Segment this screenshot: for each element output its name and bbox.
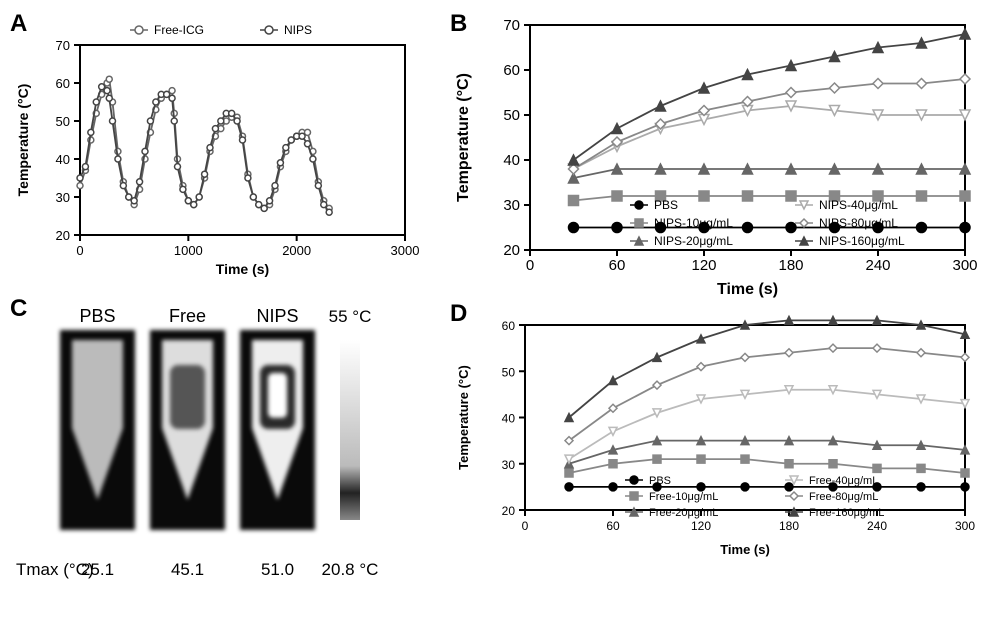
svg-text:PBS: PBS	[79, 306, 115, 326]
panel-b: B 060120180240300203040506070Time (s)Tem…	[450, 10, 990, 290]
svg-text:60: 60	[502, 319, 516, 333]
svg-text:70: 70	[56, 38, 70, 53]
svg-text:NIPS: NIPS	[284, 23, 312, 37]
svg-text:240: 240	[867, 519, 887, 533]
svg-text:NIPS-10μg/mL: NIPS-10μg/mL	[654, 216, 733, 230]
svg-text:240: 240	[865, 257, 890, 274]
svg-text:NIPS-40μg/mL: NIPS-40μg/mL	[819, 198, 898, 212]
panel-c: C PBS25.1Free45.1NIPS51.055 °C20.8 °CTma…	[10, 300, 440, 620]
svg-text:30: 30	[503, 197, 520, 214]
svg-text:50: 50	[502, 365, 516, 379]
svg-text:180: 180	[779, 519, 799, 533]
svg-text:51.0: 51.0	[261, 560, 294, 579]
svg-text:Temperature (°C): Temperature (°C)	[15, 84, 31, 197]
svg-text:70: 70	[503, 17, 520, 34]
svg-text:Free-80μg/mL: Free-80μg/mL	[809, 491, 878, 503]
svg-text:NIPS-160μg/mL: NIPS-160μg/mL	[819, 234, 905, 248]
svg-text:20: 20	[56, 228, 70, 243]
svg-text:PBS: PBS	[654, 198, 678, 212]
svg-text:0: 0	[522, 519, 529, 533]
svg-text:45.1: 45.1	[171, 560, 204, 579]
svg-text:Time (s): Time (s)	[216, 261, 269, 277]
svg-text:Free-20μg/mL: Free-20μg/mL	[649, 507, 718, 519]
svg-text:2000: 2000	[282, 243, 311, 258]
thermal-images: PBS25.1Free45.1NIPS51.055 °C20.8 °CTmax …	[10, 300, 430, 610]
svg-text:40: 40	[502, 412, 516, 426]
svg-text:NIPS-80μg/mL: NIPS-80μg/mL	[819, 216, 898, 230]
figure-container: A 0100020003000203040506070Time (s)Tempe…	[10, 10, 990, 620]
svg-text:60: 60	[56, 76, 70, 91]
svg-text:50: 50	[503, 107, 520, 124]
svg-text:40: 40	[56, 152, 70, 167]
svg-text:20: 20	[502, 504, 516, 518]
panel-d: D 0 60 120 180 240 300 20 30 40 50 60 Time (s) Tempe…	[450, 300, 990, 620]
svg-text:Temperature (°C): Temperature (°C)	[455, 73, 472, 202]
svg-text:1000: 1000	[174, 243, 203, 258]
svg-text:Tmax (°C): Tmax (°C)	[16, 560, 94, 579]
svg-text:NIPS: NIPS	[256, 306, 298, 326]
svg-text:60: 60	[503, 62, 520, 79]
svg-text:60: 60	[606, 519, 620, 533]
svg-text:Free-ICG: Free-ICG	[154, 23, 204, 37]
svg-text:Time (s): Time (s)	[717, 281, 778, 298]
svg-text:20: 20	[503, 242, 520, 259]
svg-text:30: 30	[56, 190, 70, 205]
svg-text:Free-160μg/mL: Free-160μg/mL	[809, 507, 884, 519]
svg-text:40: 40	[503, 152, 520, 169]
svg-text:180: 180	[778, 257, 803, 274]
svg-text:300: 300	[952, 257, 977, 274]
svg-text:120: 120	[691, 519, 711, 533]
svg-text:30: 30	[502, 458, 516, 472]
panel-b-label: B	[450, 10, 467, 38]
panel-a-label: A	[10, 10, 27, 38]
chart-b: 0 60 120 180 240 300 20 30 40 50 60 70 Time (s) Tempe…	[450, 10, 980, 300]
svg-text:PBS: PBS	[649, 475, 671, 487]
svg-text:Temperature (°C): Temperature (°C)	[456, 365, 471, 470]
chart-d: 0 60 120 180 240 300 20 30 40 50 60 Time (s) Tempera…	[450, 300, 980, 580]
chart-a: 0 1000 2000 3000 20 30 40 50 60 70 Time (s) Tempera…	[10, 10, 420, 280]
svg-text:NIPS-20μg/mL: NIPS-20μg/mL	[654, 234, 733, 248]
svg-text:55 °C: 55 °C	[329, 307, 372, 326]
svg-text:20.8 °C: 20.8 °C	[322, 560, 379, 579]
panel-d-label: D	[450, 300, 467, 328]
svg-text:120: 120	[691, 257, 716, 274]
panel-c-label: C	[10, 295, 27, 323]
svg-text:0: 0	[76, 243, 83, 258]
svg-text:60: 60	[609, 257, 626, 274]
svg-text:3000: 3000	[391, 243, 420, 258]
svg-text:50: 50	[56, 114, 70, 129]
svg-text:300: 300	[955, 519, 975, 533]
svg-text:Free-10μg/mL: Free-10μg/mL	[649, 491, 718, 503]
panel-a: A 0 1000 2000 3000 20 30 40 50 60 70 Time (s) Tempe…	[10, 10, 440, 290]
svg-text:0: 0	[526, 257, 534, 274]
svg-text:Free-40μg/mL: Free-40μg/mL	[809, 475, 878, 487]
svg-text:Time (s): Time (s)	[720, 542, 770, 557]
svg-text:Free: Free	[169, 306, 206, 326]
